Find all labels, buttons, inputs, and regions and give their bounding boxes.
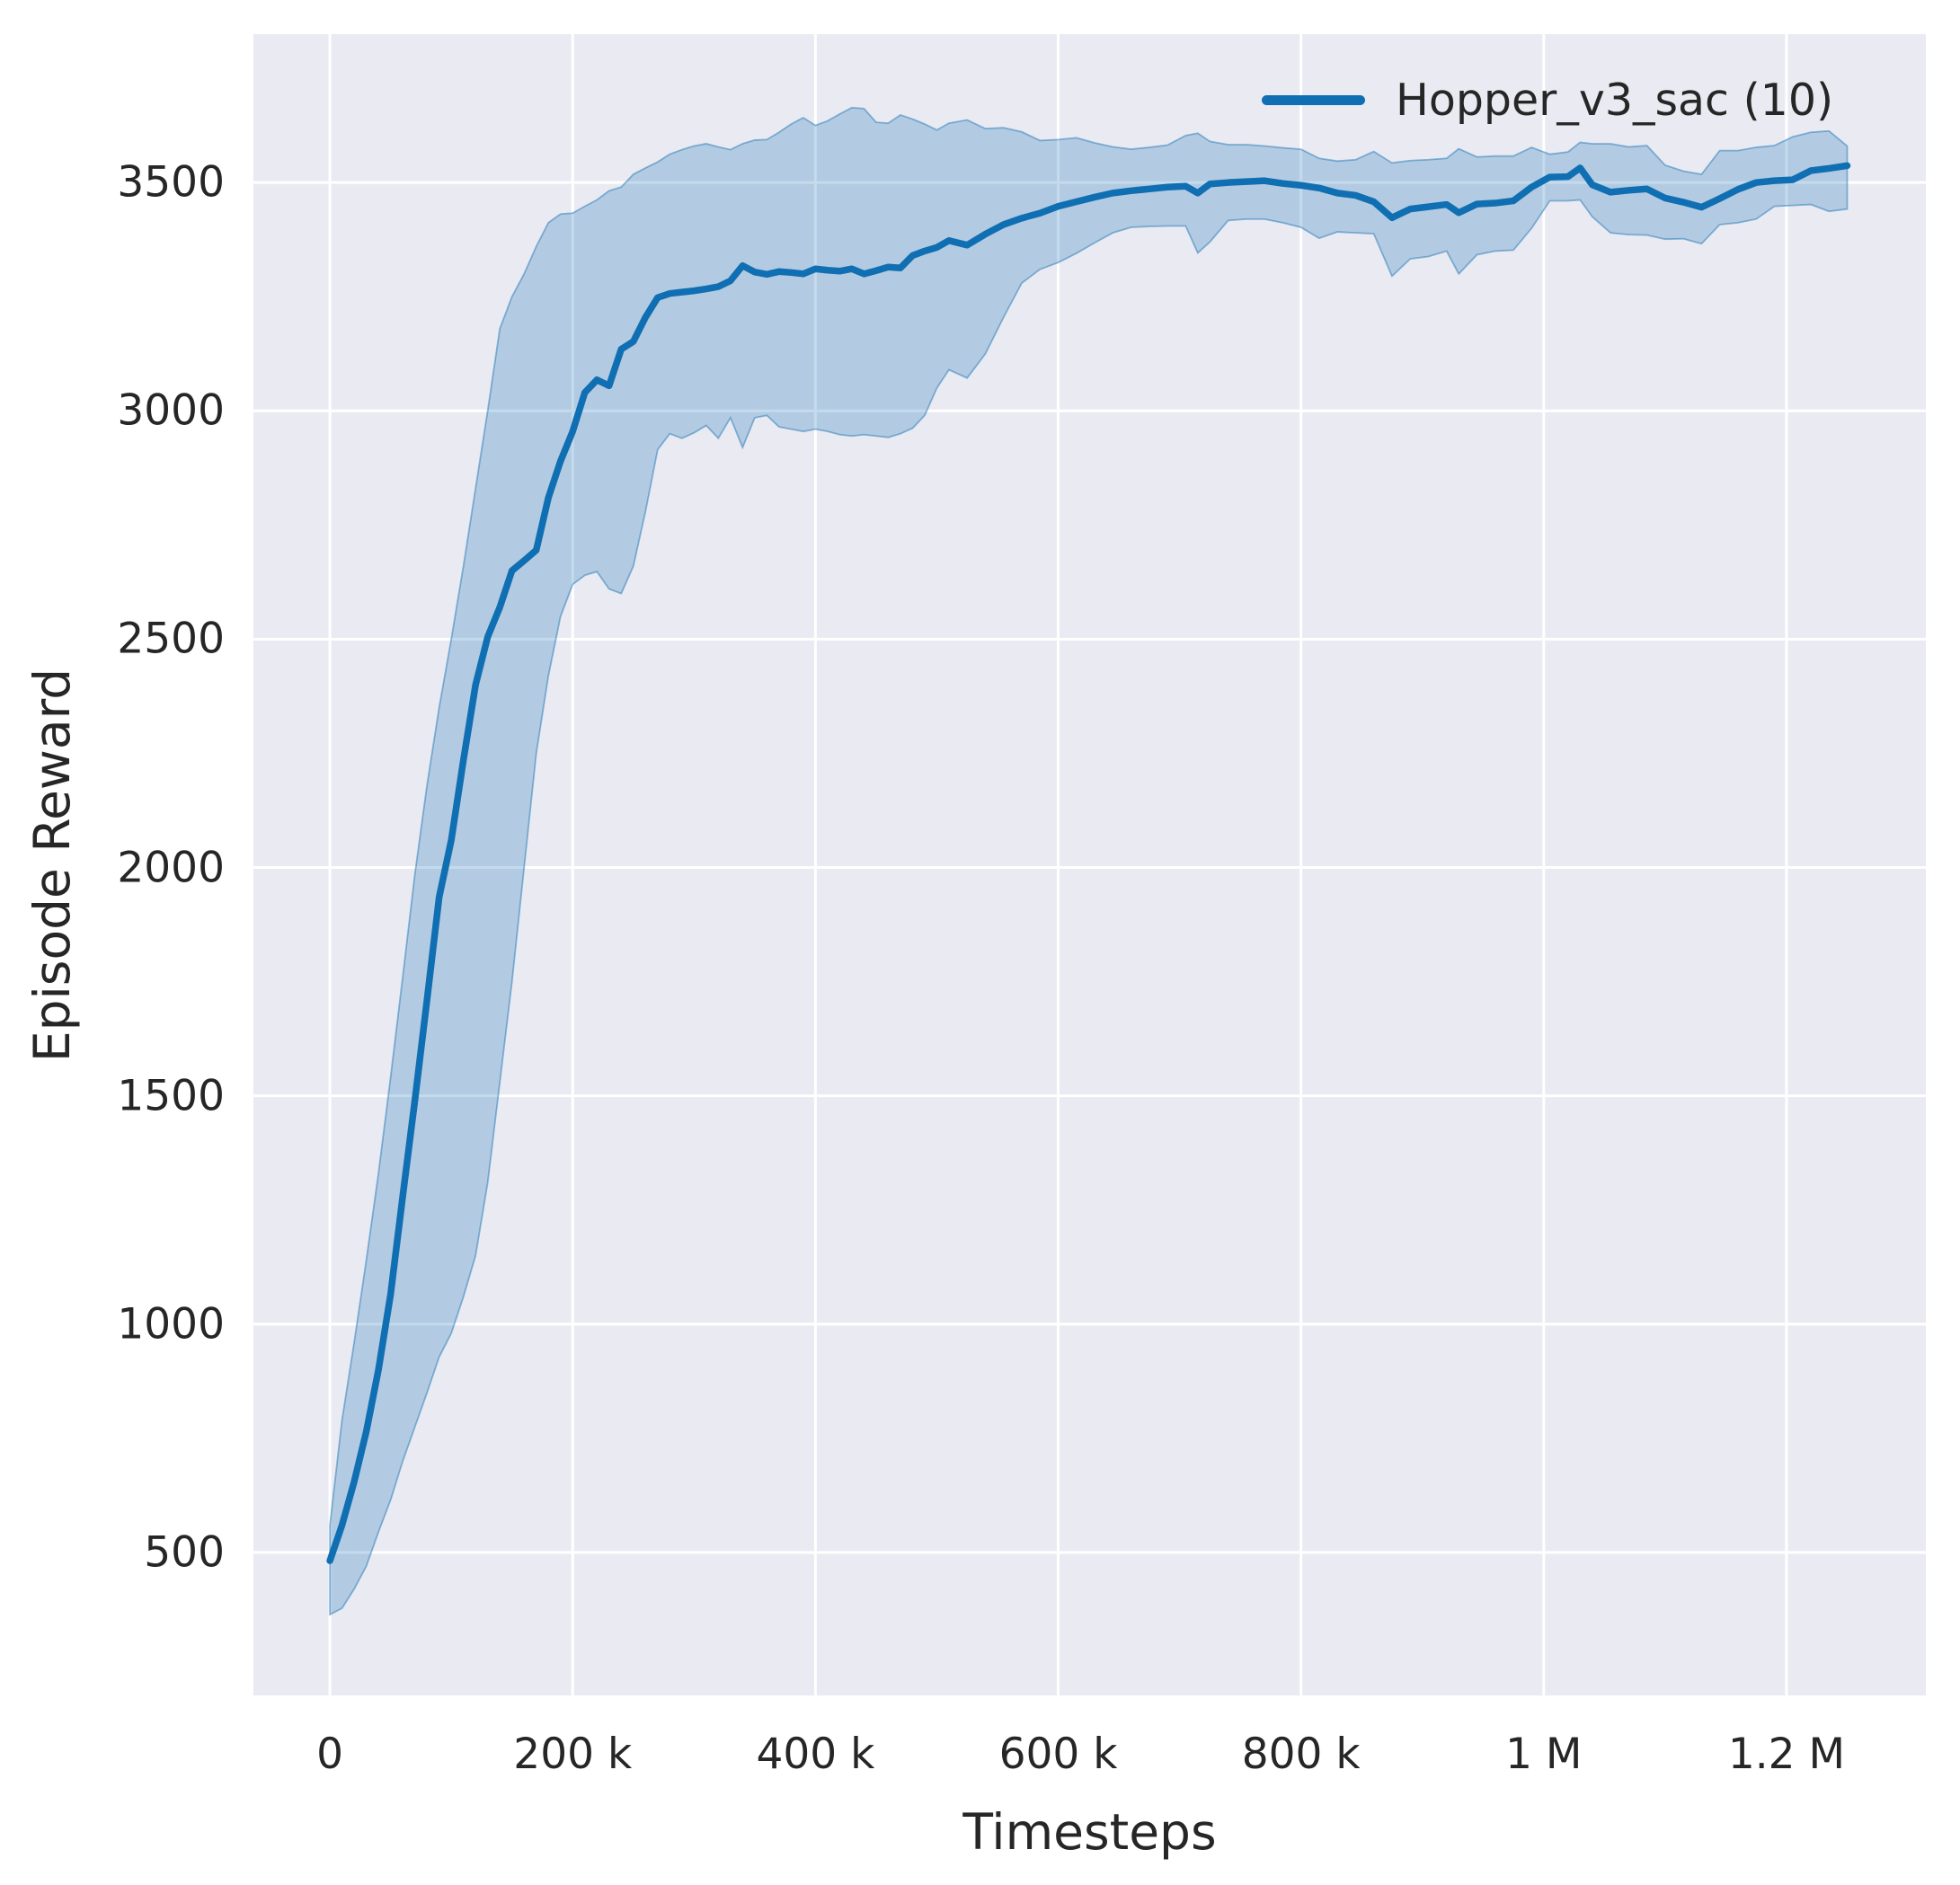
y-tick-label: 1500 — [117, 1071, 225, 1121]
x-tick-label: 200 k — [513, 1730, 633, 1779]
y-axis-title: Episode Reward — [23, 668, 81, 1062]
legend-label: Hopper_v3_sac (10) — [1396, 74, 1834, 126]
legend-line-icon — [1262, 94, 1365, 105]
y-tick-label: 3500 — [117, 157, 225, 208]
y-tick-label: 500 — [144, 1527, 225, 1578]
y-tick-label: 1000 — [117, 1299, 225, 1350]
y-tick-label: 3000 — [117, 385, 225, 436]
confidence-band — [329, 106, 1849, 1616]
y-tick-label: 2500 — [117, 614, 225, 664]
x-tick-label: 800 k — [1241, 1730, 1361, 1779]
x-tick-label: 600 k — [998, 1730, 1118, 1779]
x-tick-label: 1 M — [1505, 1730, 1583, 1779]
x-tick-label: 1.2 M — [1727, 1730, 1846, 1779]
x-axis-title: Timesteps — [962, 1803, 1217, 1861]
gridlines — [253, 34, 1926, 1695]
mean-line — [326, 162, 1851, 1564]
legend: Hopper_v3_sac (10) — [1262, 72, 1833, 128]
plot-area — [253, 34, 1926, 1695]
x-tick-label: 0 — [316, 1730, 344, 1779]
x-tick-label: 400 k — [756, 1730, 875, 1779]
y-tick-label: 2000 — [117, 843, 225, 893]
